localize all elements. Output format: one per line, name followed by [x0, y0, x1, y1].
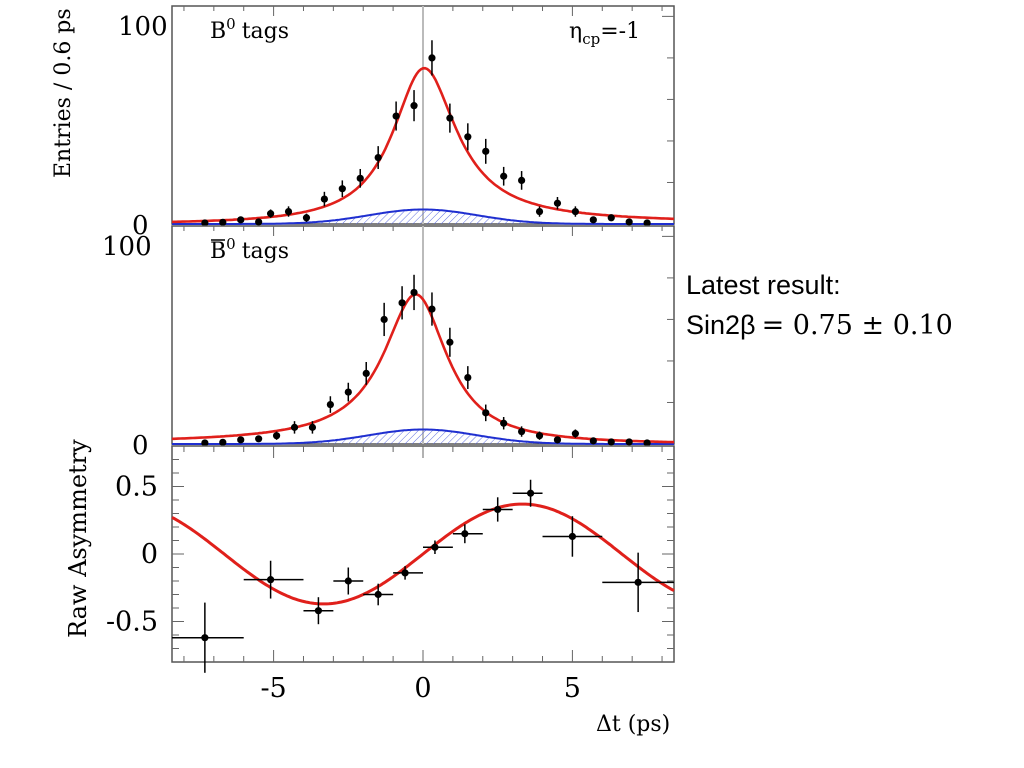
panel-b0-ytick-100: 100	[118, 12, 168, 42]
panel-b0-fit-curve	[171, 66, 674, 224]
data-point	[237, 436, 245, 444]
data-point	[267, 210, 275, 218]
data-point	[326, 400, 334, 409]
data-point	[219, 438, 227, 446]
data-point	[302, 214, 311, 222]
panel-b0-tags: 100 0 B0 tags ηcp=-1	[118, 5, 675, 241]
data-point	[446, 114, 454, 122]
asymmetry-point	[314, 607, 323, 615]
data-point	[446, 338, 454, 346]
asymmetry-point	[201, 634, 209, 642]
data-point	[464, 133, 472, 141]
data-point	[625, 218, 633, 226]
data-point	[553, 199, 562, 207]
panel-b0bar-fit-curve	[172, 293, 674, 444]
data-point	[255, 218, 263, 226]
data-point	[308, 423, 317, 431]
data-point	[201, 439, 209, 447]
data-point	[518, 427, 526, 436]
panel-b0-label: B0 tags	[210, 15, 289, 44]
data-point	[410, 102, 418, 110]
x-tick-label: 5	[564, 673, 581, 704]
data-point	[643, 439, 651, 447]
asymmetry-point	[374, 590, 382, 599]
data-point	[398, 299, 406, 307]
data-point	[518, 176, 526, 184]
panel-b0bar-background-curve	[172, 428, 674, 445]
x-axis-label: Δt (ps)	[596, 712, 670, 737]
panel-b0bar-label: B0 tags	[210, 235, 289, 264]
data-point	[589, 216, 597, 224]
data-point	[571, 430, 579, 438]
x-tick-label: 0	[414, 673, 431, 704]
panel-b0-ytick-0: 0	[132, 211, 149, 241]
panel-b0bar-tags: 100 0 B0 tags	[102, 225, 675, 461]
data-point	[362, 369, 370, 378]
annotation-sin2beta: Sin2β = 0.75 ± 0.10	[686, 310, 953, 341]
asymmetry-fit-curve	[171, 502, 675, 606]
data-point	[535, 432, 544, 440]
panel-asymmetry: -5 0 5 0.5 0 -0.5	[106, 445, 675, 704]
asymmetry-point	[568, 532, 577, 541]
data-point	[607, 214, 615, 222]
asymmetry-point	[431, 543, 439, 551]
data-point	[500, 172, 508, 180]
data-point	[428, 54, 436, 62]
asymmetry-point	[401, 569, 409, 577]
y-axis-label-asymmetry: Raw Asymmetry	[64, 439, 92, 638]
data-point	[338, 185, 346, 193]
panel-b0bar-ytick-0: 0	[132, 431, 149, 461]
y-tick-label: 0.5	[115, 472, 158, 503]
data-point	[255, 435, 263, 443]
data-point	[464, 373, 472, 382]
data-point	[272, 432, 281, 440]
data-point	[482, 147, 490, 155]
eta-cp-label: ηcp=-1	[569, 19, 640, 48]
annotation-latest-result: Latest result:	[686, 270, 841, 300]
asymmetry-point	[461, 530, 469, 538]
data-point	[589, 437, 597, 445]
panel-b0bar-background-area	[172, 429, 674, 444]
data-point	[607, 438, 615, 446]
data-point	[643, 219, 651, 227]
data-point	[290, 423, 299, 431]
y-tick-label: 0	[141, 539, 158, 570]
data-point	[482, 409, 490, 417]
asymmetry-point	[526, 489, 535, 497]
y-tick-label: -0.5	[106, 607, 158, 638]
data-point	[428, 305, 436, 313]
asymmetry-point	[267, 576, 275, 584]
data-point	[380, 315, 388, 324]
data-point	[571, 207, 579, 216]
data-point	[284, 207, 293, 216]
data-point	[237, 216, 245, 224]
data-point	[535, 207, 544, 216]
panel-b0-background-area	[172, 209, 674, 224]
data-point	[344, 388, 352, 396]
data-point	[374, 153, 382, 162]
panel-b0bar-ytick-100: 100	[102, 232, 152, 262]
asymmetry-point	[344, 577, 352, 585]
data-point	[219, 218, 227, 226]
data-point	[410, 288, 418, 297]
data-point	[356, 174, 364, 182]
y-axis-label-entries: Entries / 0.6 ps	[51, 8, 76, 178]
data-point	[392, 112, 400, 120]
data-point	[625, 438, 633, 446]
data-point	[553, 436, 562, 444]
data-point	[320, 195, 328, 203]
data-point	[201, 219, 209, 227]
x-tick-label: -5	[260, 673, 286, 704]
data-point	[500, 419, 508, 427]
asymmetry-point	[634, 578, 642, 586]
asymmetry-point	[494, 505, 502, 514]
